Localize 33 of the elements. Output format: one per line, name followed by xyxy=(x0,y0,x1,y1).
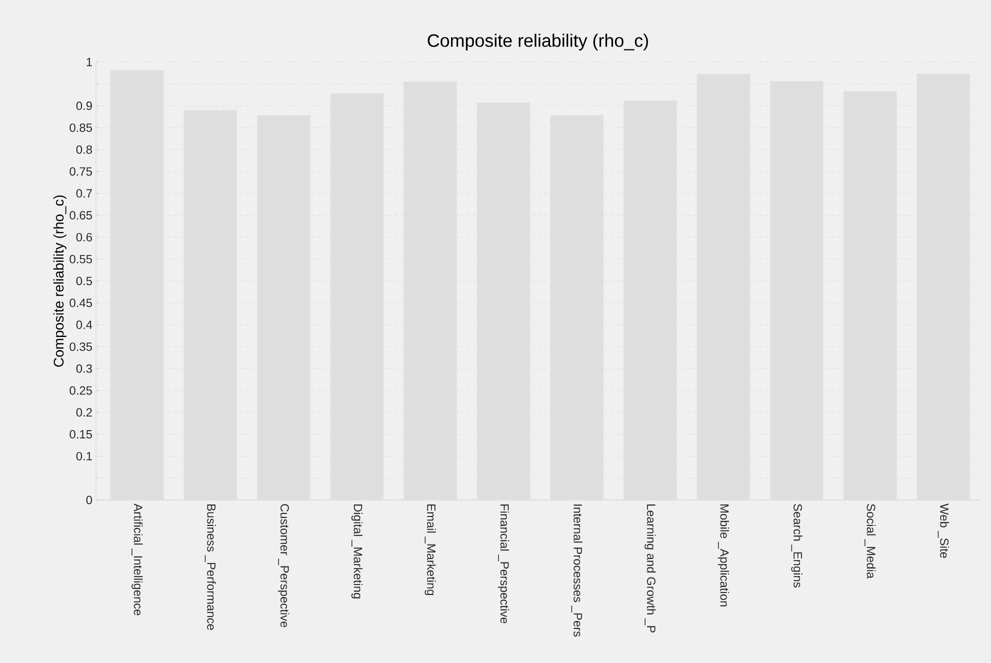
y-tick-label: 0.2 xyxy=(76,408,92,417)
y-tick-label: 0.25 xyxy=(70,386,92,395)
y-tick-label: 1 xyxy=(86,58,92,66)
y-tick-label: 0.55 xyxy=(70,254,92,264)
chart-title: Composite reliability (rho_c) xyxy=(428,34,648,50)
y-tick-label: 0.85 xyxy=(70,123,92,132)
y-tick-label: 0.8 xyxy=(76,145,92,154)
y-tick-label: 0.9 xyxy=(76,102,92,110)
y-tick-label: 0.15 xyxy=(70,430,92,439)
x-tick-label: Business _Performance xyxy=(204,504,216,630)
y-tick-label: 0.7 xyxy=(76,189,92,198)
y-tick-label: 0.1 xyxy=(76,452,92,460)
x-tick-label: Email _Marketing xyxy=(424,504,436,596)
y-tick-label: 0.35 xyxy=(70,342,92,351)
y-tick-label: 0.45 xyxy=(70,298,92,308)
y-tick-label: 0.6 xyxy=(76,232,92,242)
x-tick-label: Financial _Perspective xyxy=(498,504,510,624)
x-tick-label: Social _Media xyxy=(864,504,876,579)
y-tick-label: 0 xyxy=(86,496,92,504)
x-tick-label: Digital _Marketing xyxy=(351,504,363,598)
y-tick-label: 0.5 xyxy=(76,276,92,286)
y-tick-label: 0.3 xyxy=(76,364,92,373)
x-tick-label: Internal Processes _Pers xyxy=(571,504,582,637)
x-tick-label: Search _Engins xyxy=(791,504,802,588)
x-tick-label: Mobile _Application xyxy=(718,504,730,606)
x-tick-label: Artificial _Intelligence xyxy=(131,504,143,616)
y-tick-label: 0.65 xyxy=(70,211,92,220)
y-axis-title: Composite reliability (rho_c) xyxy=(53,195,66,367)
y-tick-label: 0.4 xyxy=(76,320,92,330)
x-tick-label: Web _Site xyxy=(938,504,949,558)
x-tick-label: Learning and Growth _P xyxy=(644,504,656,632)
x-tick-label: Customer _Perspective xyxy=(278,504,290,628)
y-tick-label: 0.75 xyxy=(70,167,92,176)
